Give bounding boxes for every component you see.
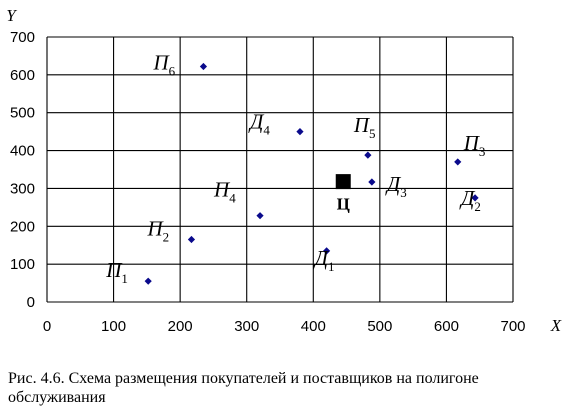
data-point-p4 (256, 212, 264, 220)
data-point-d4 (296, 128, 304, 136)
data-points (144, 62, 479, 285)
y-tick-label: 400 (10, 143, 35, 160)
data-point-d1 (323, 247, 331, 255)
data-point-p5 (364, 151, 372, 159)
x-tick-label: 600 (434, 318, 459, 335)
point-label-d2: Д2 (459, 186, 481, 214)
data-point-p6 (199, 62, 208, 71)
y-tick-label: 600 (10, 67, 35, 84)
center-label: Ц (337, 195, 350, 214)
x-tick-label: 400 (301, 318, 326, 335)
point-labels: П1 П2 П3 П4 П5 П6 Д1 Д2 Д3 Д4 (105, 51, 485, 287)
point-label-p1: П1 (105, 258, 128, 286)
tick-labels: 0 100 200 300 400 500 600 700 0 100 200 300 400 500 60… (10, 29, 526, 335)
y-tick-label: 300 (10, 180, 35, 197)
center-marker (335, 174, 351, 190)
y-axis-label: Y (6, 6, 17, 25)
point-label-d4: Д4 (248, 110, 270, 138)
center-group: Ц (335, 174, 351, 214)
y-tick-label: 200 (10, 218, 35, 235)
data-point-p2 (187, 235, 196, 244)
grid (46, 36, 514, 303)
point-label-d1: Д1 (313, 246, 335, 274)
point-label-p5: П5 (353, 113, 376, 141)
point-label-p6: П6 (152, 51, 175, 79)
point-label-p3: П3 (463, 131, 486, 159)
x-axis-label: X (550, 316, 562, 335)
data-point-p1 (144, 277, 152, 285)
x-tick-label: 200 (168, 318, 193, 335)
x-tick-label: 500 (367, 318, 392, 335)
y-tick-label: 700 (10, 29, 35, 46)
y-tick-label: 0 (27, 294, 35, 311)
y-tick-label: 500 (10, 105, 35, 122)
point-label-p4: П4 (213, 178, 236, 206)
data-point-d3 (368, 178, 376, 186)
scatter-chart: 0 100 200 300 400 500 600 700 0 100 200 300 400 500 60… (6, 6, 562, 335)
data-point-d2 (471, 194, 479, 202)
x-tick-label: 100 (101, 318, 126, 335)
data-point-p3 (454, 158, 462, 166)
point-label-p2: П2 (146, 217, 169, 245)
x-tick-label: 0 (43, 318, 51, 335)
figure-caption: Рис. 4.6. Схема размещения покупателей и… (8, 370, 479, 406)
x-tick-label: 700 (500, 318, 525, 335)
x-tick-label: 300 (234, 318, 259, 335)
point-label-d3: Д3 (385, 172, 407, 200)
y-tick-label: 100 (10, 256, 35, 273)
